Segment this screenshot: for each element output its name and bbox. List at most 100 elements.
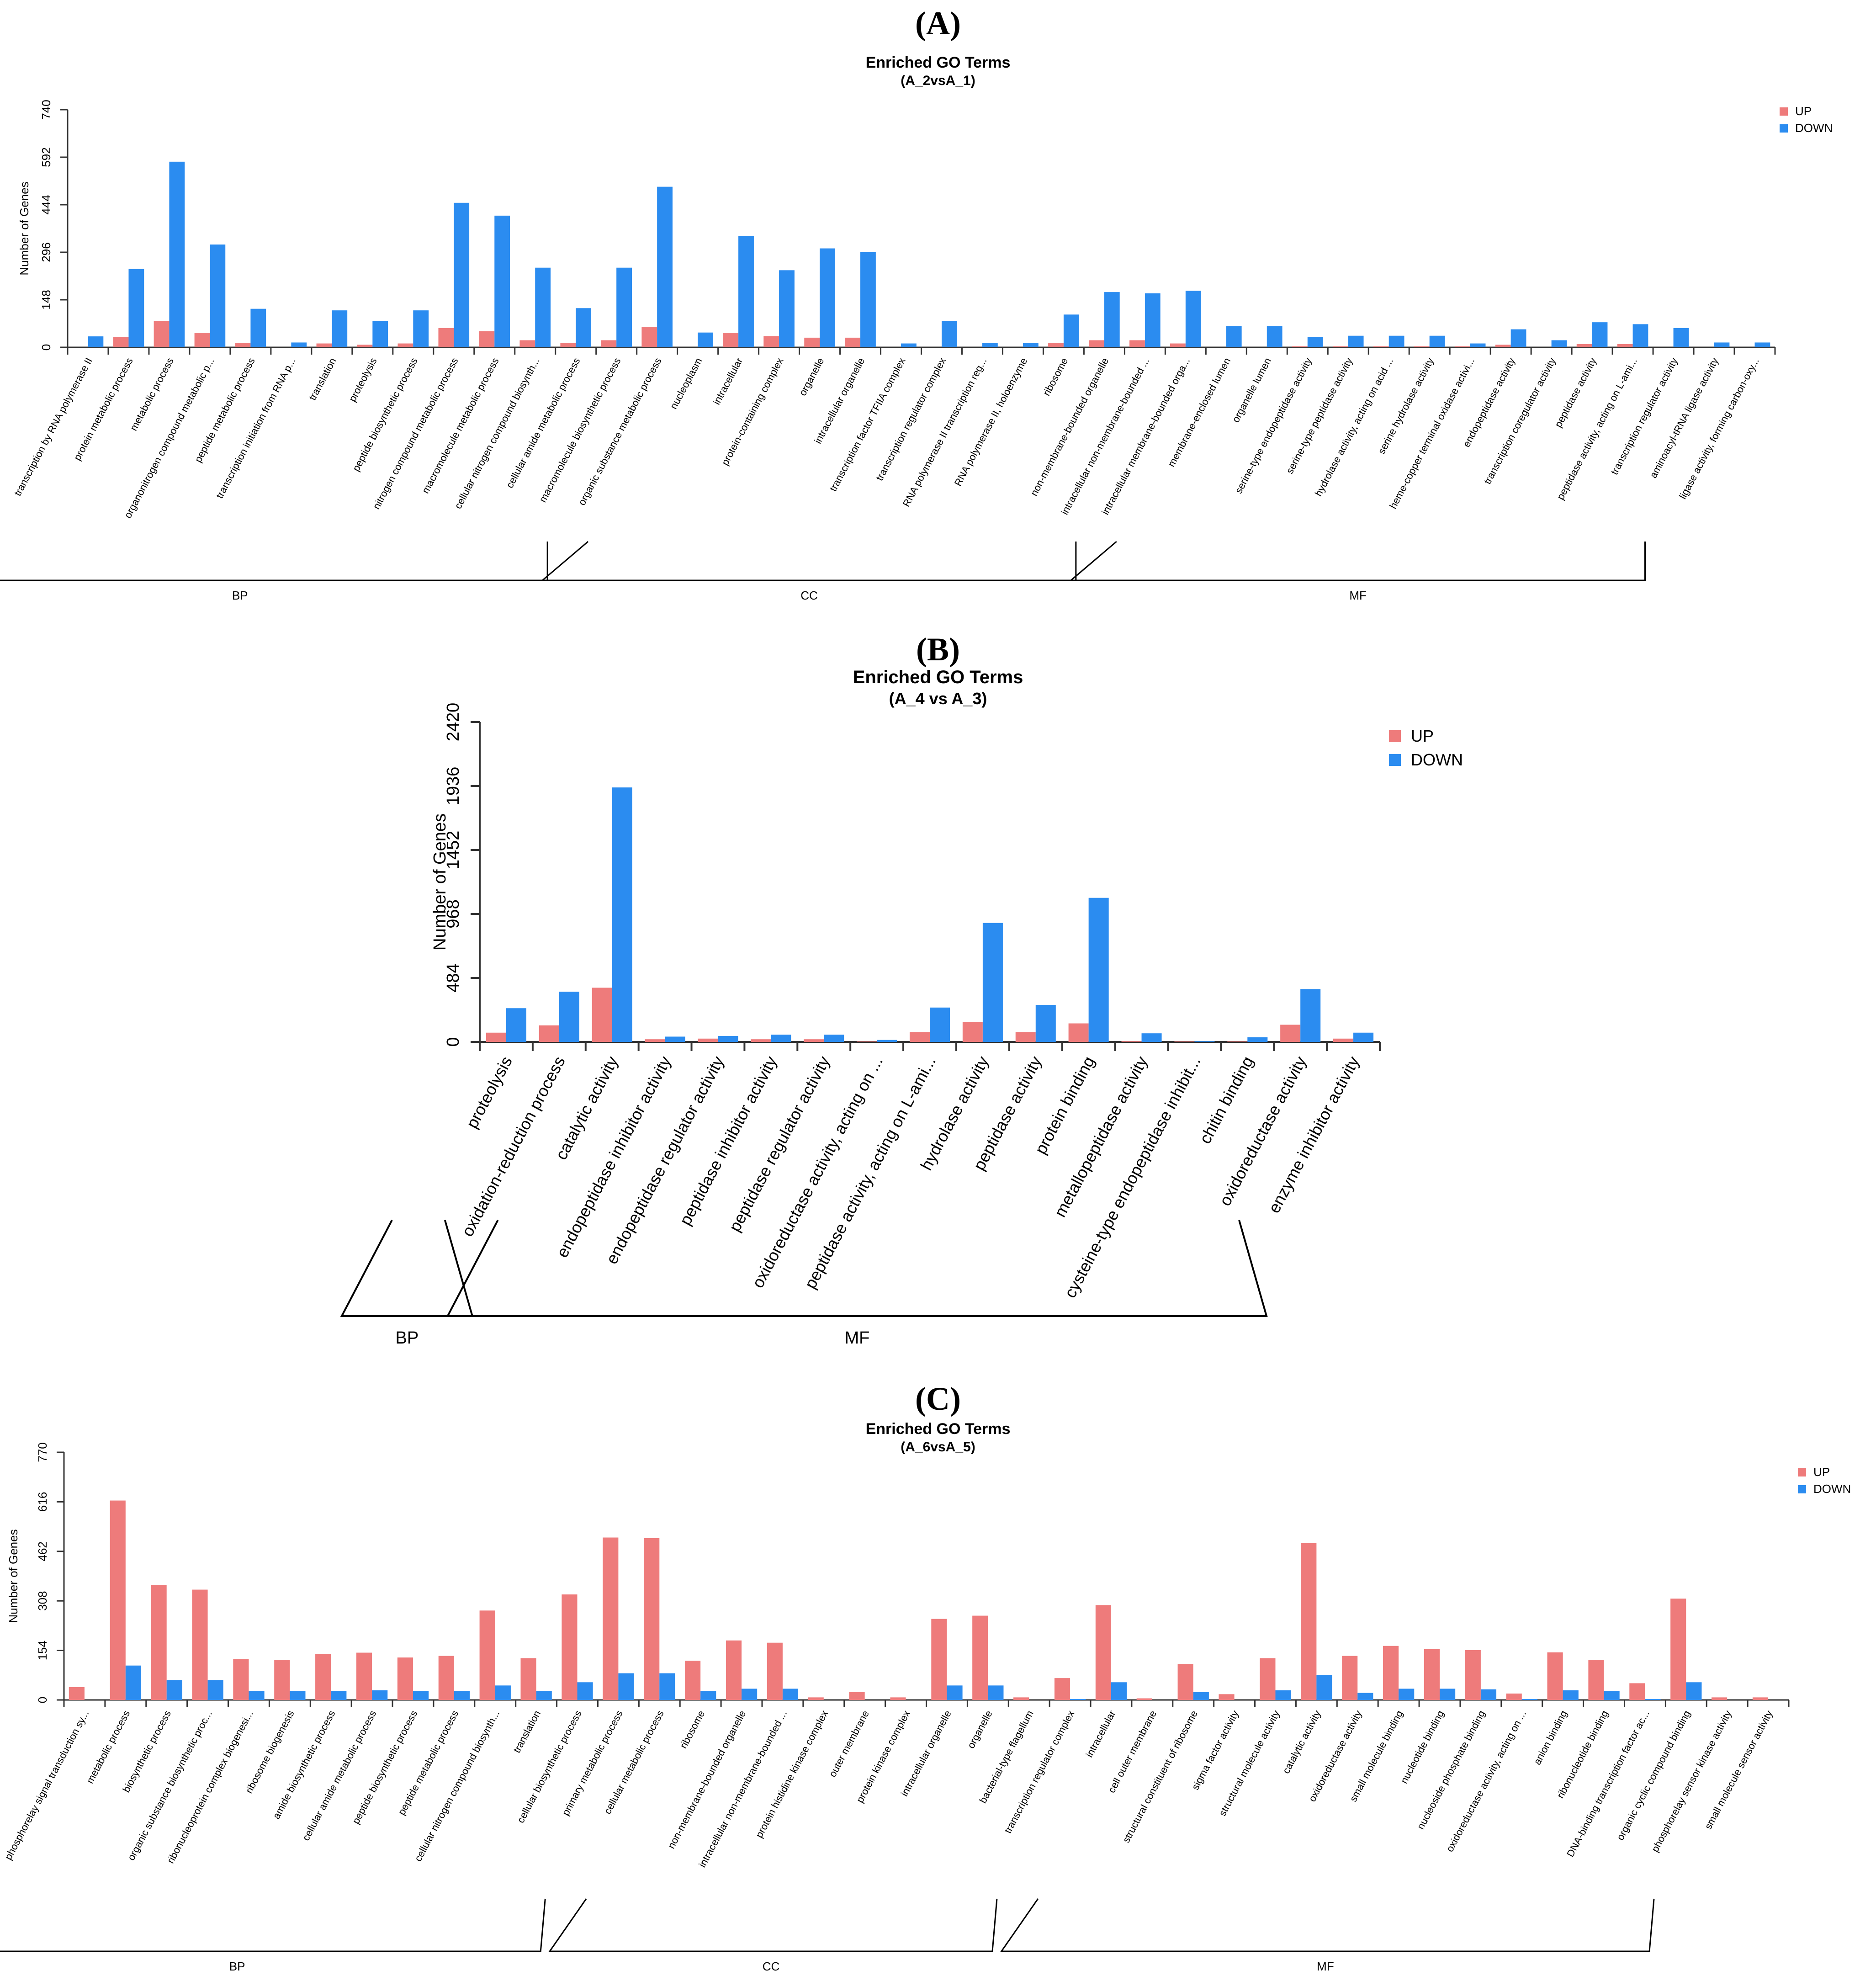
legend-swatch-up [1798, 1468, 1806, 1476]
bar-down [169, 161, 185, 347]
bar-up [1629, 1683, 1645, 1700]
bar-up [560, 343, 576, 347]
bar-down [454, 1691, 470, 1700]
x-category-label: non-membrane-bounded organelle [665, 1709, 748, 1851]
bar-down [1247, 1037, 1268, 1042]
chart-title: Enriched GO Terms [865, 54, 1011, 71]
bar-down [657, 186, 673, 347]
bar-down [1604, 1691, 1620, 1700]
bar-up [1547, 1652, 1563, 1700]
x-category-label: protein histidine kinase complex [753, 1709, 830, 1840]
legend-swatch-up [1389, 730, 1401, 742]
bar-down [1145, 293, 1161, 347]
bar-up [1054, 1678, 1070, 1700]
group-label: BP [396, 1328, 419, 1348]
bar-up [1495, 345, 1511, 347]
x-category-label: intracellular [711, 356, 745, 407]
bar-down [1307, 337, 1323, 347]
bar-up [1383, 1646, 1399, 1700]
bar-up [849, 1692, 865, 1700]
bar-up [972, 1615, 988, 1700]
bar-up [845, 337, 861, 347]
bar-down [1686, 1682, 1702, 1700]
bar-down [1141, 1033, 1162, 1042]
bar-down [128, 269, 144, 347]
bar-down [930, 1007, 950, 1042]
group-label: CC [763, 1960, 780, 1973]
bar-down [331, 1691, 347, 1700]
bar-up [751, 1039, 771, 1042]
group-bracket [0, 542, 548, 581]
x-category-label: metabolic process [128, 356, 176, 433]
x-category-label: translation [511, 1709, 543, 1755]
bar-up [1170, 343, 1186, 347]
bar-up [438, 328, 454, 347]
bar-down [1063, 314, 1079, 347]
bar-down [738, 236, 754, 347]
legend-label-up: UP [1795, 104, 1812, 118]
bar-up [962, 1022, 983, 1042]
bar-down [665, 1036, 685, 1042]
legend: UP DOWN [1389, 727, 1463, 770]
x-category-label: metallopeptidase activity [1050, 1053, 1151, 1221]
bar-down [291, 342, 307, 347]
x-category-label: transcription initiation from RNA p... [214, 356, 298, 500]
bar-down [559, 992, 579, 1042]
bar-up [151, 1585, 167, 1700]
panel-label: (A) [915, 5, 961, 42]
y-tick-label: 1452 [444, 831, 463, 870]
x-category-label: DNA-binding transcription factor ac... [1564, 1709, 1652, 1859]
bar-down [982, 923, 1003, 1042]
legend-swatch-down [1389, 754, 1401, 766]
bar-up [857, 1041, 877, 1042]
bar-up [316, 343, 332, 347]
bar-down [659, 1673, 675, 1700]
group-bracket [1069, 541, 1646, 581]
x-category-label: organelle [797, 356, 827, 398]
x-category-label: intracellular [1083, 1709, 1118, 1759]
bar-down [1480, 1689, 1497, 1700]
legend-label-up: UP [1813, 1465, 1830, 1479]
x-category-label: small molecule sensor activity [1702, 1709, 1775, 1832]
bar-down [1470, 343, 1486, 347]
chart-title: Enriched GO Terms [853, 667, 1023, 687]
bar-up [1280, 1025, 1301, 1042]
y-tick-label: 770 [36, 1442, 49, 1462]
bar-up [645, 1039, 665, 1042]
y-tick-label: 154 [36, 1641, 49, 1660]
x-category-label: organic substance biosynthetic proc... [125, 1709, 214, 1863]
group-bracket [0, 1898, 546, 1952]
y-tick-label: 2420 [444, 703, 463, 742]
y-tick-label: 484 [444, 963, 463, 992]
group-bracket [340, 1220, 474, 1317]
x-category-label: transcription regulator complex [1002, 1709, 1076, 1835]
legend: UP DOWN [1780, 104, 1833, 135]
bar-down [1357, 1693, 1373, 1700]
x-category-label: nitrogen compound metabolic process [371, 356, 461, 511]
bar-down [1193, 1692, 1209, 1700]
bar-up [726, 1640, 742, 1700]
bar-down [413, 1691, 429, 1700]
bar-down [824, 1035, 844, 1042]
bar-up [1121, 1041, 1142, 1042]
y-tick-label: 592 [39, 147, 53, 167]
bar-up [603, 1537, 619, 1700]
bar-up [562, 1594, 578, 1700]
x-category-label: transcription by RNA polymerase II [12, 356, 95, 498]
bar-up [235, 343, 251, 347]
legend-item-down: DOWN [1780, 121, 1833, 135]
bar-down [1673, 328, 1689, 347]
x-category-label: organic substance metabolic process [576, 356, 664, 507]
bar-down [1111, 1682, 1127, 1700]
bar-up [1260, 1658, 1276, 1700]
y-axis-label: Number of Genes [17, 181, 31, 275]
x-category-label: translation [307, 356, 339, 402]
bar-up [1576, 344, 1592, 347]
chart-subtitle: (A_4 vs A_3) [889, 689, 987, 708]
y-tick-label: 968 [444, 899, 463, 928]
bar-up [154, 321, 170, 347]
bar-up [1129, 340, 1145, 347]
legend: UP DOWN [1798, 1465, 1851, 1496]
x-category-label: cellular amide metabolic process [504, 356, 583, 490]
bar-up [233, 1659, 249, 1700]
